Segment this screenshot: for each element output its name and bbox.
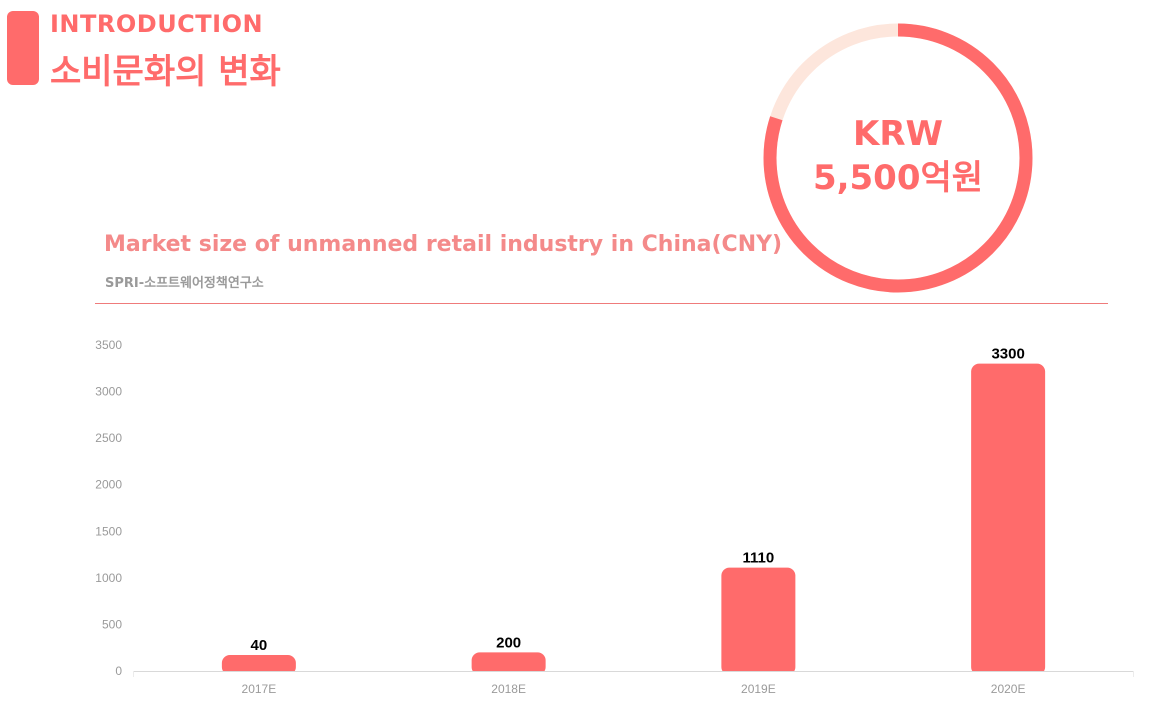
highlight-amount: 5,500억원 xyxy=(812,158,984,198)
axis-mask xyxy=(134,672,1133,677)
highlight-ring xyxy=(763,23,1033,293)
chart-source: SPRI-소프트웨어정책연구소 xyxy=(105,276,264,291)
page-title: 소비문화의 변화 xyxy=(50,52,281,92)
y-tick-label: 2500 xyxy=(95,431,122,445)
x-tick-label: 2017E xyxy=(242,682,277,696)
y-tick-label: 2000 xyxy=(95,478,122,492)
y-tick-label: 500 xyxy=(102,617,122,631)
y-tick-label: 3000 xyxy=(95,385,122,399)
bar xyxy=(971,363,1046,675)
y-tick-label: 1000 xyxy=(95,571,122,585)
title-divider xyxy=(95,303,1108,304)
bar-data-label: 1110 xyxy=(743,550,775,567)
bar xyxy=(221,655,296,675)
bar-data-label: 200 xyxy=(496,634,521,651)
x-tick-label: 2019E xyxy=(741,682,776,696)
bar xyxy=(721,567,796,675)
highlight-currency: KRW xyxy=(852,114,944,154)
y-tick-label: 0 xyxy=(115,664,122,678)
bar xyxy=(471,652,546,675)
ring-progress xyxy=(763,23,1033,293)
y-tick-label: 3500 xyxy=(95,338,122,352)
highlight-text: KRW 5,500억원 xyxy=(760,112,1036,200)
bar-data-label: 3300 xyxy=(991,346,1024,363)
x-tick-label: 2018E xyxy=(491,682,526,696)
chart-title: Market size of unmanned retail industry … xyxy=(104,232,783,257)
y-tick-label: 1500 xyxy=(95,524,122,538)
section-kicker: INTRODUCTION xyxy=(50,10,264,38)
x-tick-label: 2020E xyxy=(991,682,1026,696)
bar-data-label: 40 xyxy=(251,637,268,654)
accent-bar xyxy=(7,11,39,85)
